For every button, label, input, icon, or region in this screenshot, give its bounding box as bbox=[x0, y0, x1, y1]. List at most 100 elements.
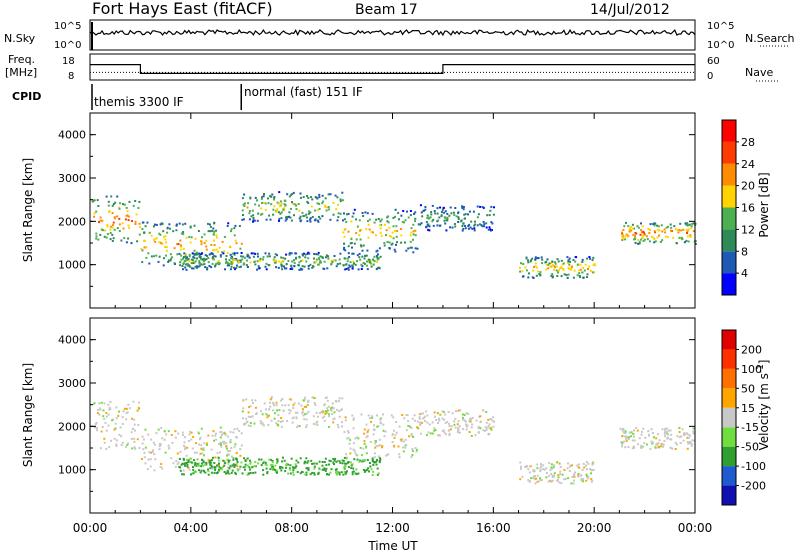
heatmap-cell bbox=[198, 264, 201, 267]
heatmap-cell bbox=[230, 263, 233, 266]
heatmap-cell bbox=[244, 463, 247, 466]
heatmap-cell bbox=[206, 266, 209, 269]
heatmap-cell bbox=[444, 413, 447, 416]
heatmap-cell bbox=[411, 448, 414, 450]
heatmap-cell bbox=[404, 446, 407, 449]
heatmap-cell bbox=[463, 414, 466, 416]
heatmap-cell bbox=[325, 256, 327, 259]
heatmap-cell bbox=[285, 267, 288, 270]
heatmap-cell bbox=[166, 231, 169, 234]
heatmap-cell bbox=[336, 263, 339, 266]
heatmap-cell bbox=[324, 206, 327, 208]
heatmap-cell bbox=[123, 203, 126, 206]
heatmap-cell bbox=[679, 442, 682, 444]
heatmap-cell bbox=[388, 241, 391, 244]
heatmap-cell bbox=[455, 215, 458, 218]
heatmap-cell bbox=[367, 428, 370, 431]
heatmap-cell bbox=[198, 252, 201, 255]
heatmap-cell bbox=[158, 241, 161, 244]
heatmap-cell bbox=[96, 429, 98, 432]
heatmap-cell bbox=[669, 429, 672, 432]
heatmap-cell bbox=[343, 268, 346, 271]
heatmap-cell bbox=[337, 426, 340, 429]
heatmap-cell bbox=[133, 437, 136, 440]
heatmap-cell bbox=[273, 404, 275, 407]
heatmap-cell bbox=[429, 216, 432, 219]
heatmap-cell bbox=[378, 438, 381, 441]
heatmap-cell bbox=[120, 239, 123, 242]
heatmap-cell bbox=[530, 259, 533, 262]
heatmap-cell bbox=[394, 433, 397, 436]
heatmap-cell bbox=[112, 221, 115, 224]
heatmap-cell bbox=[284, 257, 287, 260]
heatmap-cell bbox=[368, 470, 370, 473]
heatmap-cell bbox=[326, 473, 329, 476]
heatmap-cell bbox=[539, 478, 542, 481]
heatmap-cell bbox=[519, 467, 522, 470]
heatmap-cell bbox=[254, 399, 257, 402]
heatmap-cell bbox=[266, 472, 269, 475]
heatmap-cell bbox=[170, 457, 173, 460]
heatmap-cell bbox=[376, 459, 379, 462]
heatmap-cell bbox=[227, 472, 230, 475]
heatmap-cell bbox=[216, 236, 218, 239]
heatmap-cell bbox=[456, 427, 459, 430]
heatmap-cell bbox=[277, 202, 280, 205]
heatmap-cell bbox=[187, 466, 190, 469]
heatmap-cell bbox=[578, 272, 581, 275]
heatmap-cell bbox=[278, 409, 281, 412]
heatmap-cell bbox=[641, 430, 643, 433]
heatmap-cell bbox=[364, 211, 367, 214]
heatmap-cell bbox=[463, 217, 466, 220]
heatmap-cell bbox=[586, 276, 588, 278]
heatmap-cell bbox=[304, 413, 306, 416]
heatmap-cell bbox=[348, 442, 351, 445]
heatmap-cell bbox=[470, 435, 473, 437]
heatmap-cell bbox=[324, 204, 326, 207]
heatmap-cell bbox=[185, 236, 188, 239]
heatmap-cell bbox=[308, 252, 311, 255]
heatmap-cell bbox=[239, 265, 242, 268]
heatmap-cell bbox=[207, 470, 210, 473]
heatmap-cell bbox=[640, 231, 643, 234]
heatmap-cell bbox=[248, 466, 251, 469]
heatmap-cell bbox=[195, 442, 197, 445]
heatmap-cell bbox=[333, 417, 336, 420]
heatmap-cell bbox=[581, 469, 584, 471]
heatmap-cell bbox=[282, 207, 285, 210]
heatmap-cell bbox=[122, 410, 125, 413]
heatmap-cell bbox=[690, 227, 693, 229]
heatmap-cell bbox=[201, 452, 204, 455]
heatmap-cell bbox=[550, 463, 553, 466]
heatmap-cell bbox=[370, 468, 373, 471]
heatmap-cell bbox=[190, 461, 193, 464]
heatmap-cell bbox=[112, 237, 115, 240]
heatmap-cell bbox=[569, 268, 572, 270]
heatmap-cell bbox=[318, 202, 321, 205]
heatmap-cell bbox=[127, 224, 130, 227]
heatmap-cell bbox=[245, 264, 248, 267]
heatmap-cell bbox=[256, 268, 258, 271]
heatmap-cell bbox=[355, 238, 358, 241]
heatmap-cell bbox=[457, 420, 460, 423]
heatmap-cell bbox=[291, 417, 294, 420]
heatmap-cell bbox=[241, 472, 244, 475]
heatmap-cell bbox=[161, 222, 164, 225]
heatmap-cell bbox=[686, 224, 689, 227]
heatmap-cell bbox=[357, 437, 360, 440]
heatmap-cell bbox=[295, 416, 298, 419]
heatmap-cell bbox=[406, 210, 408, 213]
heatmap-cell bbox=[350, 220, 353, 223]
power-tick-2: 12 bbox=[741, 223, 755, 236]
heatmap-cell bbox=[443, 211, 446, 214]
heatmap-cell bbox=[548, 262, 551, 265]
heatmap-cell bbox=[214, 469, 217, 472]
heatmap-cell bbox=[145, 246, 148, 249]
heatmap-cell bbox=[565, 274, 568, 276]
heatmap-cell bbox=[665, 226, 668, 229]
heatmap-cell bbox=[274, 464, 277, 467]
heatmap-cell bbox=[550, 473, 553, 476]
heatmap-cell bbox=[227, 450, 230, 452]
heatmap-cell bbox=[321, 461, 324, 463]
heatmap-cell bbox=[468, 420, 471, 423]
